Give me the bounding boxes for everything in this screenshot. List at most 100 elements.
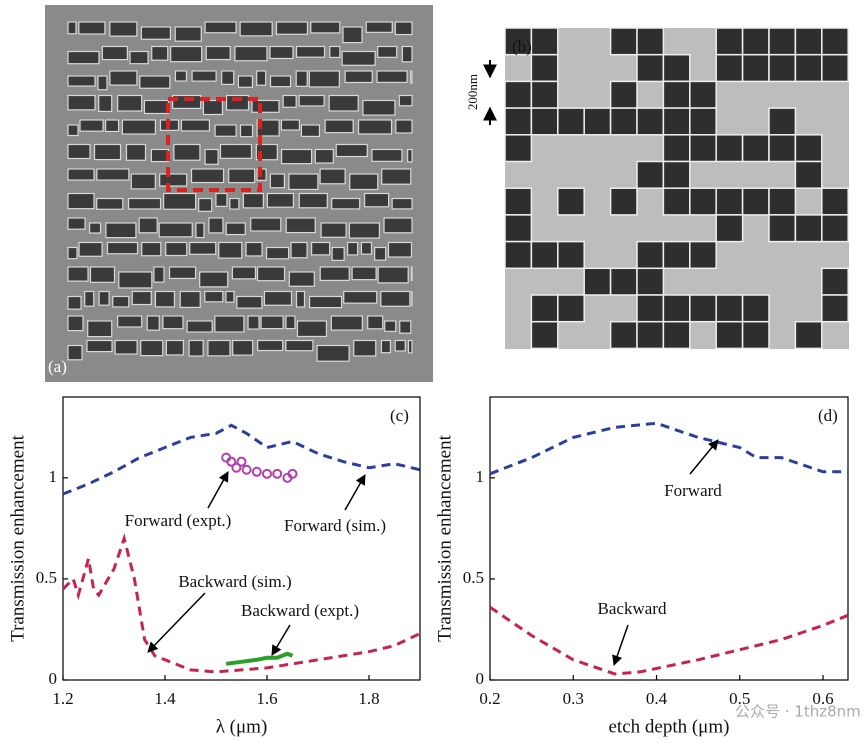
sem-feature: [394, 339, 406, 352]
sem-feature: [380, 339, 392, 354]
sem-feature: [407, 339, 413, 354]
x-tick-label: 0.4: [646, 689, 668, 708]
sem-feature: [295, 70, 308, 87]
sem-cell: [794, 214, 823, 243]
sem-cell: [689, 240, 717, 270]
sem-feature: [162, 315, 184, 330]
sem-feature: [106, 241, 139, 255]
sem-feature: [140, 339, 164, 357]
sem-feature: [347, 241, 359, 256]
sem-feature: [331, 197, 361, 210]
sem-feature: [353, 339, 377, 357]
sem-feature: [67, 344, 83, 361]
sem-feature: [225, 222, 246, 236]
data-point: [226, 456, 237, 467]
sem-cell: [636, 27, 665, 56]
sem-cell: [662, 320, 691, 350]
sem-image-b: [504, 27, 849, 350]
sem-feature: [67, 246, 78, 260]
series-annotation: Backward (sim.): [178, 572, 291, 591]
data-point: [231, 462, 242, 473]
annotation-arrow: [207, 471, 229, 509]
sem-feature: [67, 75, 96, 87]
scale-label: 200nm: [465, 74, 480, 110]
sem-cell: [504, 134, 533, 163]
sem-cell: [662, 187, 691, 216]
sem-feature: [344, 70, 373, 84]
sem-feature: [214, 124, 237, 137]
sem-cell: [636, 267, 665, 296]
sem-cell: [768, 107, 797, 136]
sem-feature: [190, 168, 225, 184]
y-tick-label: 0.5: [463, 568, 484, 587]
sem-cell: [609, 80, 638, 109]
sem-cell: [530, 80, 559, 109]
sem-feature: [239, 21, 273, 37]
sem-feature: [199, 271, 229, 288]
y-tick-label: 1: [49, 467, 58, 486]
sem-feature: [225, 290, 235, 303]
sem-feature: [280, 119, 301, 131]
sem-feature: [371, 148, 403, 162]
sem-cell: [741, 134, 770, 163]
annotation-arrow: [689, 439, 719, 475]
sem-feature: [154, 290, 176, 308]
sem-cell: [821, 214, 849, 243]
sem-feature: [377, 266, 409, 284]
y-tick-label: 0: [476, 669, 485, 688]
x-tick-label: 1.2: [52, 689, 73, 708]
sem-feature: [401, 45, 413, 63]
sem-feature: [256, 266, 286, 282]
sem-feature: [298, 192, 328, 209]
sem-feature: [218, 241, 243, 259]
sem-feature: [265, 246, 290, 260]
sem-feature: [296, 320, 328, 338]
sem-cell: [504, 27, 533, 56]
sem-feature: [139, 75, 171, 89]
sem-feature: [140, 26, 171, 40]
sem-cell: [768, 53, 797, 83]
sem-cell: [662, 294, 691, 323]
sem-feature: [67, 266, 89, 282]
sem-feature: [362, 99, 396, 116]
sem-feature: [256, 70, 267, 86]
sem-feature: [231, 266, 257, 280]
sem-feature: [96, 197, 124, 210]
sem-feature: [186, 320, 213, 333]
series-line: [62, 423, 421, 496]
sem-feature: [221, 70, 235, 85]
sem-feature: [341, 50, 376, 66]
sem-feature: [275, 21, 309, 35]
sem-feature: [308, 70, 340, 88]
sem-cell: [557, 240, 585, 270]
sem-feature: [260, 315, 284, 330]
sem-cell: [741, 187, 770, 216]
data-point: [241, 464, 252, 475]
sem-feature: [376, 70, 408, 84]
sem-feature: [202, 99, 224, 116]
sem-feature: [257, 339, 284, 352]
sem-feature: [67, 168, 95, 181]
sem-feature: [357, 119, 393, 135]
sem-feature: [96, 168, 130, 181]
sem-cell: [583, 107, 612, 136]
sem-feature: [104, 119, 120, 133]
sem-feature: [247, 315, 260, 330]
sem-cell: [768, 27, 797, 56]
sem-feature: [407, 148, 413, 163]
sem-cell: [662, 134, 691, 163]
sem-cell: [794, 53, 823, 83]
sem-feature: [351, 266, 377, 281]
x-tick-label: 0.2: [479, 689, 500, 708]
sem-feature: [125, 143, 147, 161]
sem-feature: [383, 217, 413, 234]
sem-feature: [67, 21, 77, 35]
sem-cell: [715, 214, 744, 243]
sem-cell: [821, 27, 849, 56]
y-axis-label: Transmission enhancement: [434, 434, 455, 641]
sem-feature: [288, 271, 315, 287]
series-annotation: Forward (sim.): [284, 516, 386, 535]
sem-feature: [319, 266, 350, 282]
sem-feature: [367, 315, 384, 330]
sem-feature: [324, 119, 354, 134]
